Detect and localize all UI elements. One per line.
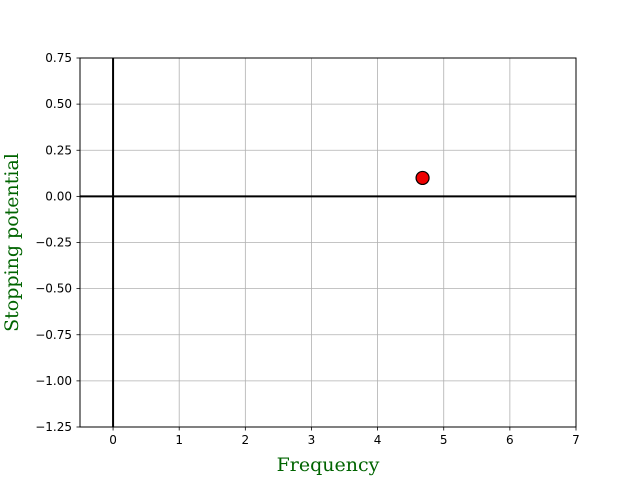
x-tick-label: 3 xyxy=(308,433,316,447)
x-tick-label: 0 xyxy=(109,433,117,447)
x-tick-label: 4 xyxy=(374,433,382,447)
x-tick-label: 6 xyxy=(506,433,514,447)
x-tick-label: 5 xyxy=(440,433,448,447)
y-tick-label: 0.75 xyxy=(45,51,72,65)
reference-lines xyxy=(80,58,576,427)
data-points xyxy=(415,170,430,186)
y-tick-label: −0.25 xyxy=(35,236,72,250)
y-tick-label: 0.00 xyxy=(45,189,72,203)
y-tick-label: −1.25 xyxy=(35,420,72,434)
x-tick-label: 1 xyxy=(175,433,183,447)
x-axis-label: Frequency xyxy=(277,454,380,476)
data-point xyxy=(415,170,430,186)
x-tick-label: 2 xyxy=(242,433,250,447)
x-axis-ticks: 0 1 2 3 4 5 6 7 xyxy=(109,427,580,447)
y-tick-label: 0.50 xyxy=(45,97,72,111)
y-tick-label: −0.75 xyxy=(35,328,72,342)
y-axis-label: Stopping potential xyxy=(1,153,23,332)
y-tick-label: 0.25 xyxy=(45,143,72,157)
x-tick-label: 7 xyxy=(572,433,580,447)
y-axis-ticks: 0.75 0.50 0.25 0.00 −0.25 −0.50 −0.75 −1.00 −1.2… xyxy=(35,51,80,434)
y-tick-label: −1.00 xyxy=(35,374,72,388)
y-tick-label: −0.50 xyxy=(35,282,72,296)
